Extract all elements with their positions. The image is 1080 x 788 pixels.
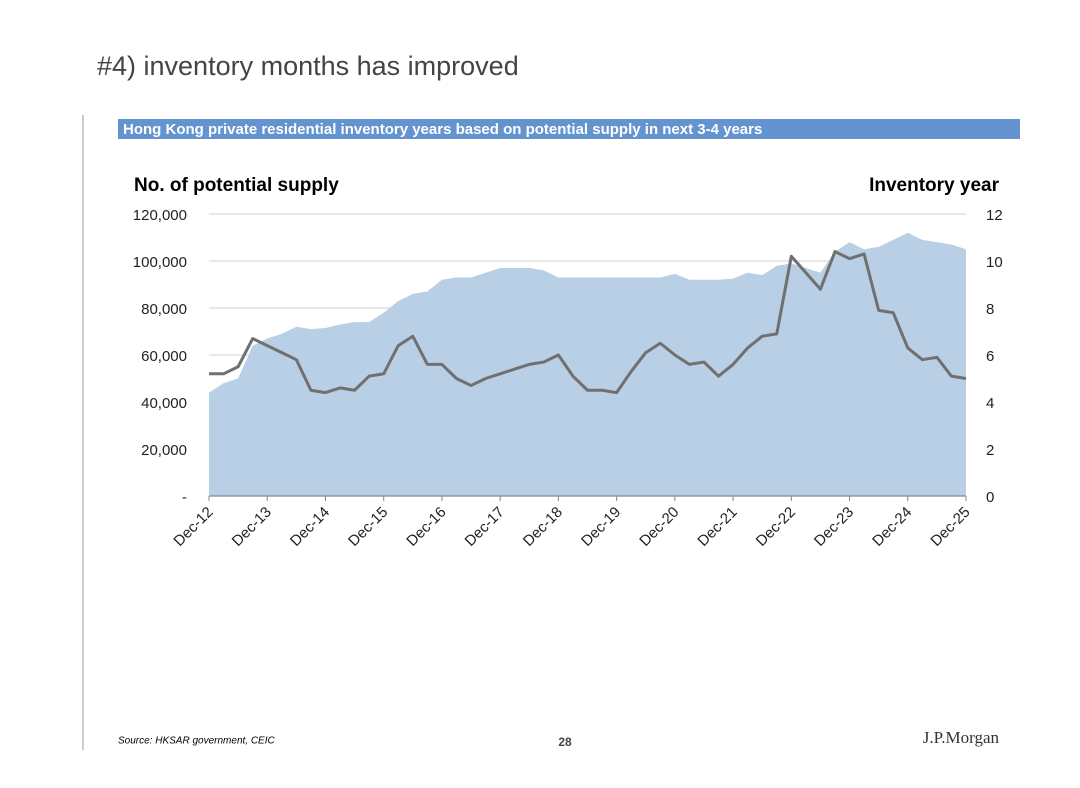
- x-tick-label: Dec-23: [811, 504, 857, 550]
- x-tick-label: Dec-15: [345, 504, 391, 550]
- y-tick-label: -: [182, 489, 187, 506]
- x-tick-label: Dec-22: [753, 504, 799, 550]
- x-tick-label: Dec-14: [287, 504, 333, 550]
- y2-tick-label: 6: [986, 348, 994, 365]
- y-tick-label: 20,000: [141, 442, 187, 459]
- y-tick-label: 60,000: [141, 348, 187, 365]
- x-tick-label: Dec-17: [462, 504, 508, 550]
- y2-tick-label: 8: [986, 301, 994, 318]
- y-axis-title: No. of potential supply: [134, 175, 339, 196]
- x-tick-label: Dec-16: [403, 504, 449, 550]
- title-banner: [118, 119, 1020, 139]
- x-tick-label: Dec-13: [229, 504, 275, 550]
- supply-area: [209, 232, 966, 497]
- y-tick-label: 100,000: [133, 254, 187, 271]
- y-tick-label: 80,000: [141, 301, 187, 318]
- x-tick-label: Dec-20: [636, 504, 682, 550]
- x-tick-label: Dec-24: [869, 504, 915, 550]
- y2-axis-title: Inventory year: [869, 175, 999, 196]
- chart-title: Hong Kong private residential inventory …: [123, 121, 762, 138]
- y-tick-label: 120,000: [133, 207, 187, 224]
- y2-tick-label: 0: [986, 489, 994, 506]
- x-tick-label: Dec-25: [927, 504, 973, 550]
- logo: J.P.Morgan: [923, 728, 1000, 747]
- page-number: 28: [558, 735, 572, 749]
- inventory-line: [209, 250, 967, 395]
- y-tick-label: 40,000: [141, 395, 187, 412]
- x-tick-label: Dec-21: [694, 504, 740, 550]
- y2-tick-label: 10: [986, 254, 1003, 271]
- x-tick-label: Dec-18: [520, 504, 566, 550]
- y2-tick-label: 12: [986, 207, 1003, 224]
- slide-heading: #4) inventory months has improved: [97, 51, 519, 81]
- y2-tick-label: 4: [986, 395, 994, 412]
- plot: - 20,000 40,000 60,000 80,000 100,000 120,000 0…: [133, 207, 1003, 550]
- x-tick-label: Dec-19: [578, 504, 624, 550]
- y2-tick-label: 2: [986, 442, 994, 459]
- source-note: Source: HKSAR government, CEIC: [118, 736, 276, 747]
- x-tick-label: Dec-12: [170, 504, 216, 550]
